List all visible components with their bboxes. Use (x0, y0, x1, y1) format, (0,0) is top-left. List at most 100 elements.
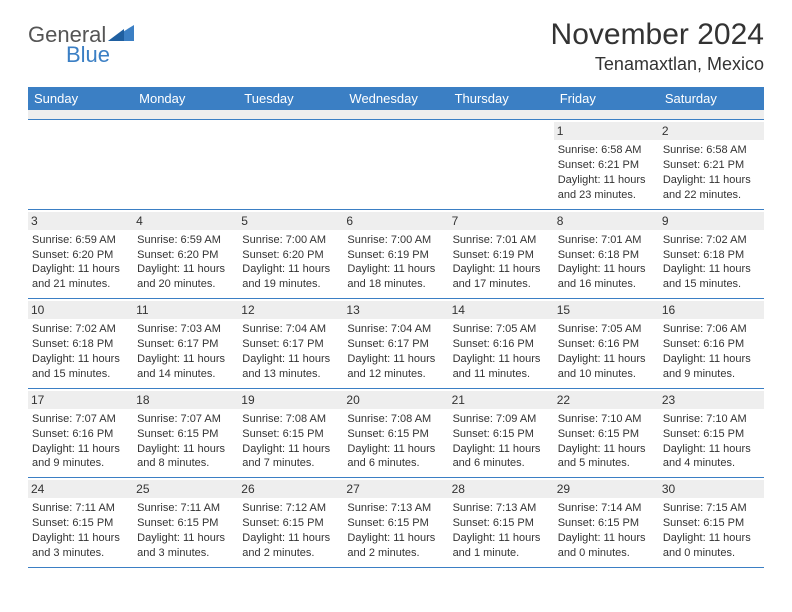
day-cell: 4Sunrise: 6:59 AMSunset: 6:20 PMDaylight… (133, 210, 238, 299)
weekday-saturday: Saturday (659, 87, 764, 110)
day-daylight: Daylight: 11 hours and 0 minutes. (663, 531, 760, 561)
header-spacer (28, 110, 764, 120)
weekday-friday: Friday (554, 87, 659, 110)
day-daylight: Daylight: 11 hours and 3 minutes. (137, 531, 234, 561)
day-daylight: Daylight: 11 hours and 7 minutes. (242, 442, 339, 472)
day-sunset: Sunset: 6:19 PM (347, 248, 444, 263)
day-cell: 14Sunrise: 7:05 AMSunset: 6:16 PMDayligh… (449, 299, 554, 388)
day-sunrise: Sunrise: 6:59 AM (137, 233, 234, 248)
day-sunrise: Sunrise: 7:13 AM (347, 501, 444, 516)
weekday-header-row: Sunday Monday Tuesday Wednesday Thursday… (28, 87, 764, 110)
day-sunrise: Sunrise: 7:03 AM (137, 322, 234, 337)
day-daylight: Daylight: 11 hours and 11 minutes. (453, 352, 550, 382)
day-number: 6 (343, 212, 448, 230)
day-number (133, 122, 238, 124)
day-cell: 27Sunrise: 7:13 AMSunset: 6:15 PMDayligh… (343, 478, 448, 567)
day-daylight: Daylight: 11 hours and 18 minutes. (347, 262, 444, 292)
day-cell (238, 120, 343, 209)
day-cell (343, 120, 448, 209)
day-sunrise: Sunrise: 7:05 AM (558, 322, 655, 337)
day-cell: 19Sunrise: 7:08 AMSunset: 6:15 PMDayligh… (238, 389, 343, 478)
weekday-tuesday: Tuesday (238, 87, 343, 110)
day-number: 23 (659, 391, 764, 409)
day-number: 10 (28, 301, 133, 319)
day-number: 30 (659, 480, 764, 498)
day-daylight: Daylight: 11 hours and 10 minutes. (558, 352, 655, 382)
day-sunrise: Sunrise: 7:13 AM (453, 501, 550, 516)
week-row: 3Sunrise: 6:59 AMSunset: 6:20 PMDaylight… (28, 210, 764, 300)
day-daylight: Daylight: 11 hours and 14 minutes. (137, 352, 234, 382)
day-sunset: Sunset: 6:20 PM (242, 248, 339, 263)
day-cell: 10Sunrise: 7:02 AMSunset: 6:18 PMDayligh… (28, 299, 133, 388)
day-sunset: Sunset: 6:17 PM (242, 337, 339, 352)
day-cell (449, 120, 554, 209)
day-sunrise: Sunrise: 7:08 AM (242, 412, 339, 427)
day-sunrise: Sunrise: 7:14 AM (558, 501, 655, 516)
day-sunrise: Sunrise: 7:07 AM (32, 412, 129, 427)
day-daylight: Daylight: 11 hours and 0 minutes. (558, 531, 655, 561)
day-number: 24 (28, 480, 133, 498)
day-sunset: Sunset: 6:17 PM (347, 337, 444, 352)
day-sunset: Sunset: 6:16 PM (32, 427, 129, 442)
day-number: 17 (28, 391, 133, 409)
day-cell: 22Sunrise: 7:10 AMSunset: 6:15 PMDayligh… (554, 389, 659, 478)
day-number: 1 (554, 122, 659, 140)
day-sunset: Sunset: 6:18 PM (663, 248, 760, 263)
day-sunrise: Sunrise: 7:05 AM (453, 322, 550, 337)
week-row: 10Sunrise: 7:02 AMSunset: 6:18 PMDayligh… (28, 299, 764, 389)
day-sunset: Sunset: 6:15 PM (347, 427, 444, 442)
day-sunset: Sunset: 6:15 PM (558, 427, 655, 442)
day-sunset: Sunset: 6:21 PM (663, 158, 760, 173)
day-cell: 24Sunrise: 7:11 AMSunset: 6:15 PMDayligh… (28, 478, 133, 567)
day-number: 12 (238, 301, 343, 319)
day-sunset: Sunset: 6:16 PM (453, 337, 550, 352)
day-cell (133, 120, 238, 209)
day-number: 20 (343, 391, 448, 409)
day-sunset: Sunset: 6:18 PM (32, 337, 129, 352)
day-sunset: Sunset: 6:15 PM (453, 427, 550, 442)
header: GeneralBlue November 2024 Tenamaxtlan, M… (28, 18, 764, 75)
day-sunset: Sunset: 6:15 PM (453, 516, 550, 531)
day-sunset: Sunset: 6:20 PM (32, 248, 129, 263)
day-sunset: Sunset: 6:15 PM (242, 427, 339, 442)
day-sunrise: Sunrise: 7:10 AM (558, 412, 655, 427)
day-cell: 2Sunrise: 6:58 AMSunset: 6:21 PMDaylight… (659, 120, 764, 209)
day-sunset: Sunset: 6:20 PM (137, 248, 234, 263)
day-sunset: Sunset: 6:15 PM (347, 516, 444, 531)
day-daylight: Daylight: 11 hours and 23 minutes. (558, 173, 655, 203)
day-number: 7 (449, 212, 554, 230)
day-daylight: Daylight: 11 hours and 6 minutes. (453, 442, 550, 472)
day-sunset: Sunset: 6:21 PM (558, 158, 655, 173)
calendar-page: GeneralBlue November 2024 Tenamaxtlan, M… (0, 0, 792, 568)
day-sunrise: Sunrise: 6:59 AM (32, 233, 129, 248)
day-cell: 9Sunrise: 7:02 AMSunset: 6:18 PMDaylight… (659, 210, 764, 299)
day-daylight: Daylight: 11 hours and 1 minute. (453, 531, 550, 561)
day-cell: 13Sunrise: 7:04 AMSunset: 6:17 PMDayligh… (343, 299, 448, 388)
day-number (28, 122, 133, 124)
day-number: 8 (554, 212, 659, 230)
day-number: 15 (554, 301, 659, 319)
day-cell: 28Sunrise: 7:13 AMSunset: 6:15 PMDayligh… (449, 478, 554, 567)
day-sunrise: Sunrise: 7:00 AM (242, 233, 339, 248)
day-daylight: Daylight: 11 hours and 4 minutes. (663, 442, 760, 472)
day-number: 27 (343, 480, 448, 498)
week-row: 17Sunrise: 7:07 AMSunset: 6:16 PMDayligh… (28, 389, 764, 479)
day-sunrise: Sunrise: 7:01 AM (558, 233, 655, 248)
day-cell: 29Sunrise: 7:14 AMSunset: 6:15 PMDayligh… (554, 478, 659, 567)
day-number: 3 (28, 212, 133, 230)
day-cell: 30Sunrise: 7:15 AMSunset: 6:15 PMDayligh… (659, 478, 764, 567)
day-sunset: Sunset: 6:15 PM (137, 516, 234, 531)
day-number: 21 (449, 391, 554, 409)
day-sunrise: Sunrise: 7:04 AM (242, 322, 339, 337)
location: Tenamaxtlan, Mexico (551, 54, 764, 75)
day-daylight: Daylight: 11 hours and 20 minutes. (137, 262, 234, 292)
weekday-sunday: Sunday (28, 87, 133, 110)
day-cell: 21Sunrise: 7:09 AMSunset: 6:15 PMDayligh… (449, 389, 554, 478)
day-daylight: Daylight: 11 hours and 5 minutes. (558, 442, 655, 472)
day-cell: 12Sunrise: 7:04 AMSunset: 6:17 PMDayligh… (238, 299, 343, 388)
day-cell: 18Sunrise: 7:07 AMSunset: 6:15 PMDayligh… (133, 389, 238, 478)
day-sunset: Sunset: 6:16 PM (663, 337, 760, 352)
day-sunrise: Sunrise: 6:58 AM (558, 143, 655, 158)
day-daylight: Daylight: 11 hours and 9 minutes. (32, 442, 129, 472)
logo-triangle-icon (108, 25, 134, 48)
